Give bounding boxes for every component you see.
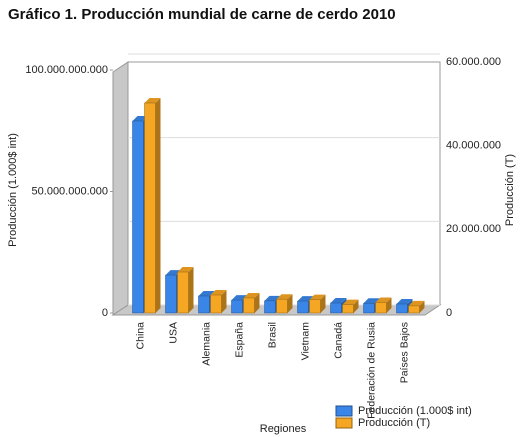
bar [342, 304, 354, 314]
bar [408, 305, 420, 314]
bar-top [243, 292, 260, 298]
bar-side [155, 97, 161, 313]
bar-top [198, 290, 215, 296]
bar-side [188, 267, 194, 313]
y-tick-label: 50.000.000.000 [32, 185, 108, 197]
bar [396, 303, 408, 314]
bar [330, 302, 342, 314]
y2-axis-title: Producción (T) [504, 154, 516, 226]
bar-side [419, 300, 425, 313]
bar [363, 303, 375, 314]
legend-label: Producción (T) [358, 417, 430, 429]
back-wall [127, 61, 441, 306]
y-axis-title: Producción (1.000$ int) [7, 133, 19, 247]
x-tick-label: Federación de Rusia [365, 322, 377, 419]
bar-side [221, 290, 227, 313]
bar-side [287, 294, 293, 313]
x-tick-label: China [134, 322, 146, 350]
legend-swatch [335, 417, 353, 429]
y-tick-label: 0 [102, 307, 108, 319]
x-tick-label: Canadá [332, 322, 344, 359]
x-axis-title: Regiones [260, 423, 307, 435]
bar-side [386, 297, 392, 313]
y2-tick-label: 40.000.000 [446, 140, 501, 152]
bar-top [144, 97, 161, 103]
bar [276, 298, 288, 314]
side-wall [112, 61, 129, 316]
bar-top [276, 294, 293, 300]
y-tick-label: 100.000.000.000 [25, 64, 108, 76]
x-tick-label: España [233, 322, 245, 358]
bar-side [254, 292, 260, 313]
legend-label: Producción (1.000$ int) [358, 405, 472, 417]
y2-tick-label: 20.000.000 [446, 223, 501, 235]
bar-top [309, 294, 326, 300]
x-tick-label: USA [167, 322, 179, 344]
bar [297, 300, 309, 314]
legend-swatch [335, 405, 353, 417]
bar-side [320, 294, 326, 313]
bar-side [353, 299, 359, 313]
bar-top [363, 298, 380, 304]
bar-top [342, 299, 359, 305]
bar [375, 302, 387, 314]
y2-tick-label: 60.000.000 [446, 56, 501, 68]
bar [231, 299, 243, 314]
bar-top [375, 297, 392, 303]
bar [144, 102, 156, 314]
y2-tick-label: 0 [446, 307, 452, 319]
x-tick-label: Alemania [200, 322, 212, 366]
bar [243, 297, 255, 314]
x-tick-label: Vietnam [299, 322, 311, 361]
bar [210, 294, 222, 314]
x-tick-label: Países Bajos [398, 322, 410, 383]
bar [165, 274, 177, 314]
bar [177, 271, 189, 314]
bar-top [408, 300, 425, 306]
bar [132, 120, 144, 314]
bar [309, 299, 321, 314]
x-tick-label: Brasil [266, 322, 278, 348]
chart-title: Gráfico 1. Producción mundial de carne d… [8, 6, 396, 23]
bar-top [330, 298, 347, 304]
bar [264, 300, 276, 314]
bar-top [396, 299, 413, 305]
bar-top [177, 267, 194, 273]
bar-top [210, 290, 227, 296]
bar [198, 295, 210, 314]
